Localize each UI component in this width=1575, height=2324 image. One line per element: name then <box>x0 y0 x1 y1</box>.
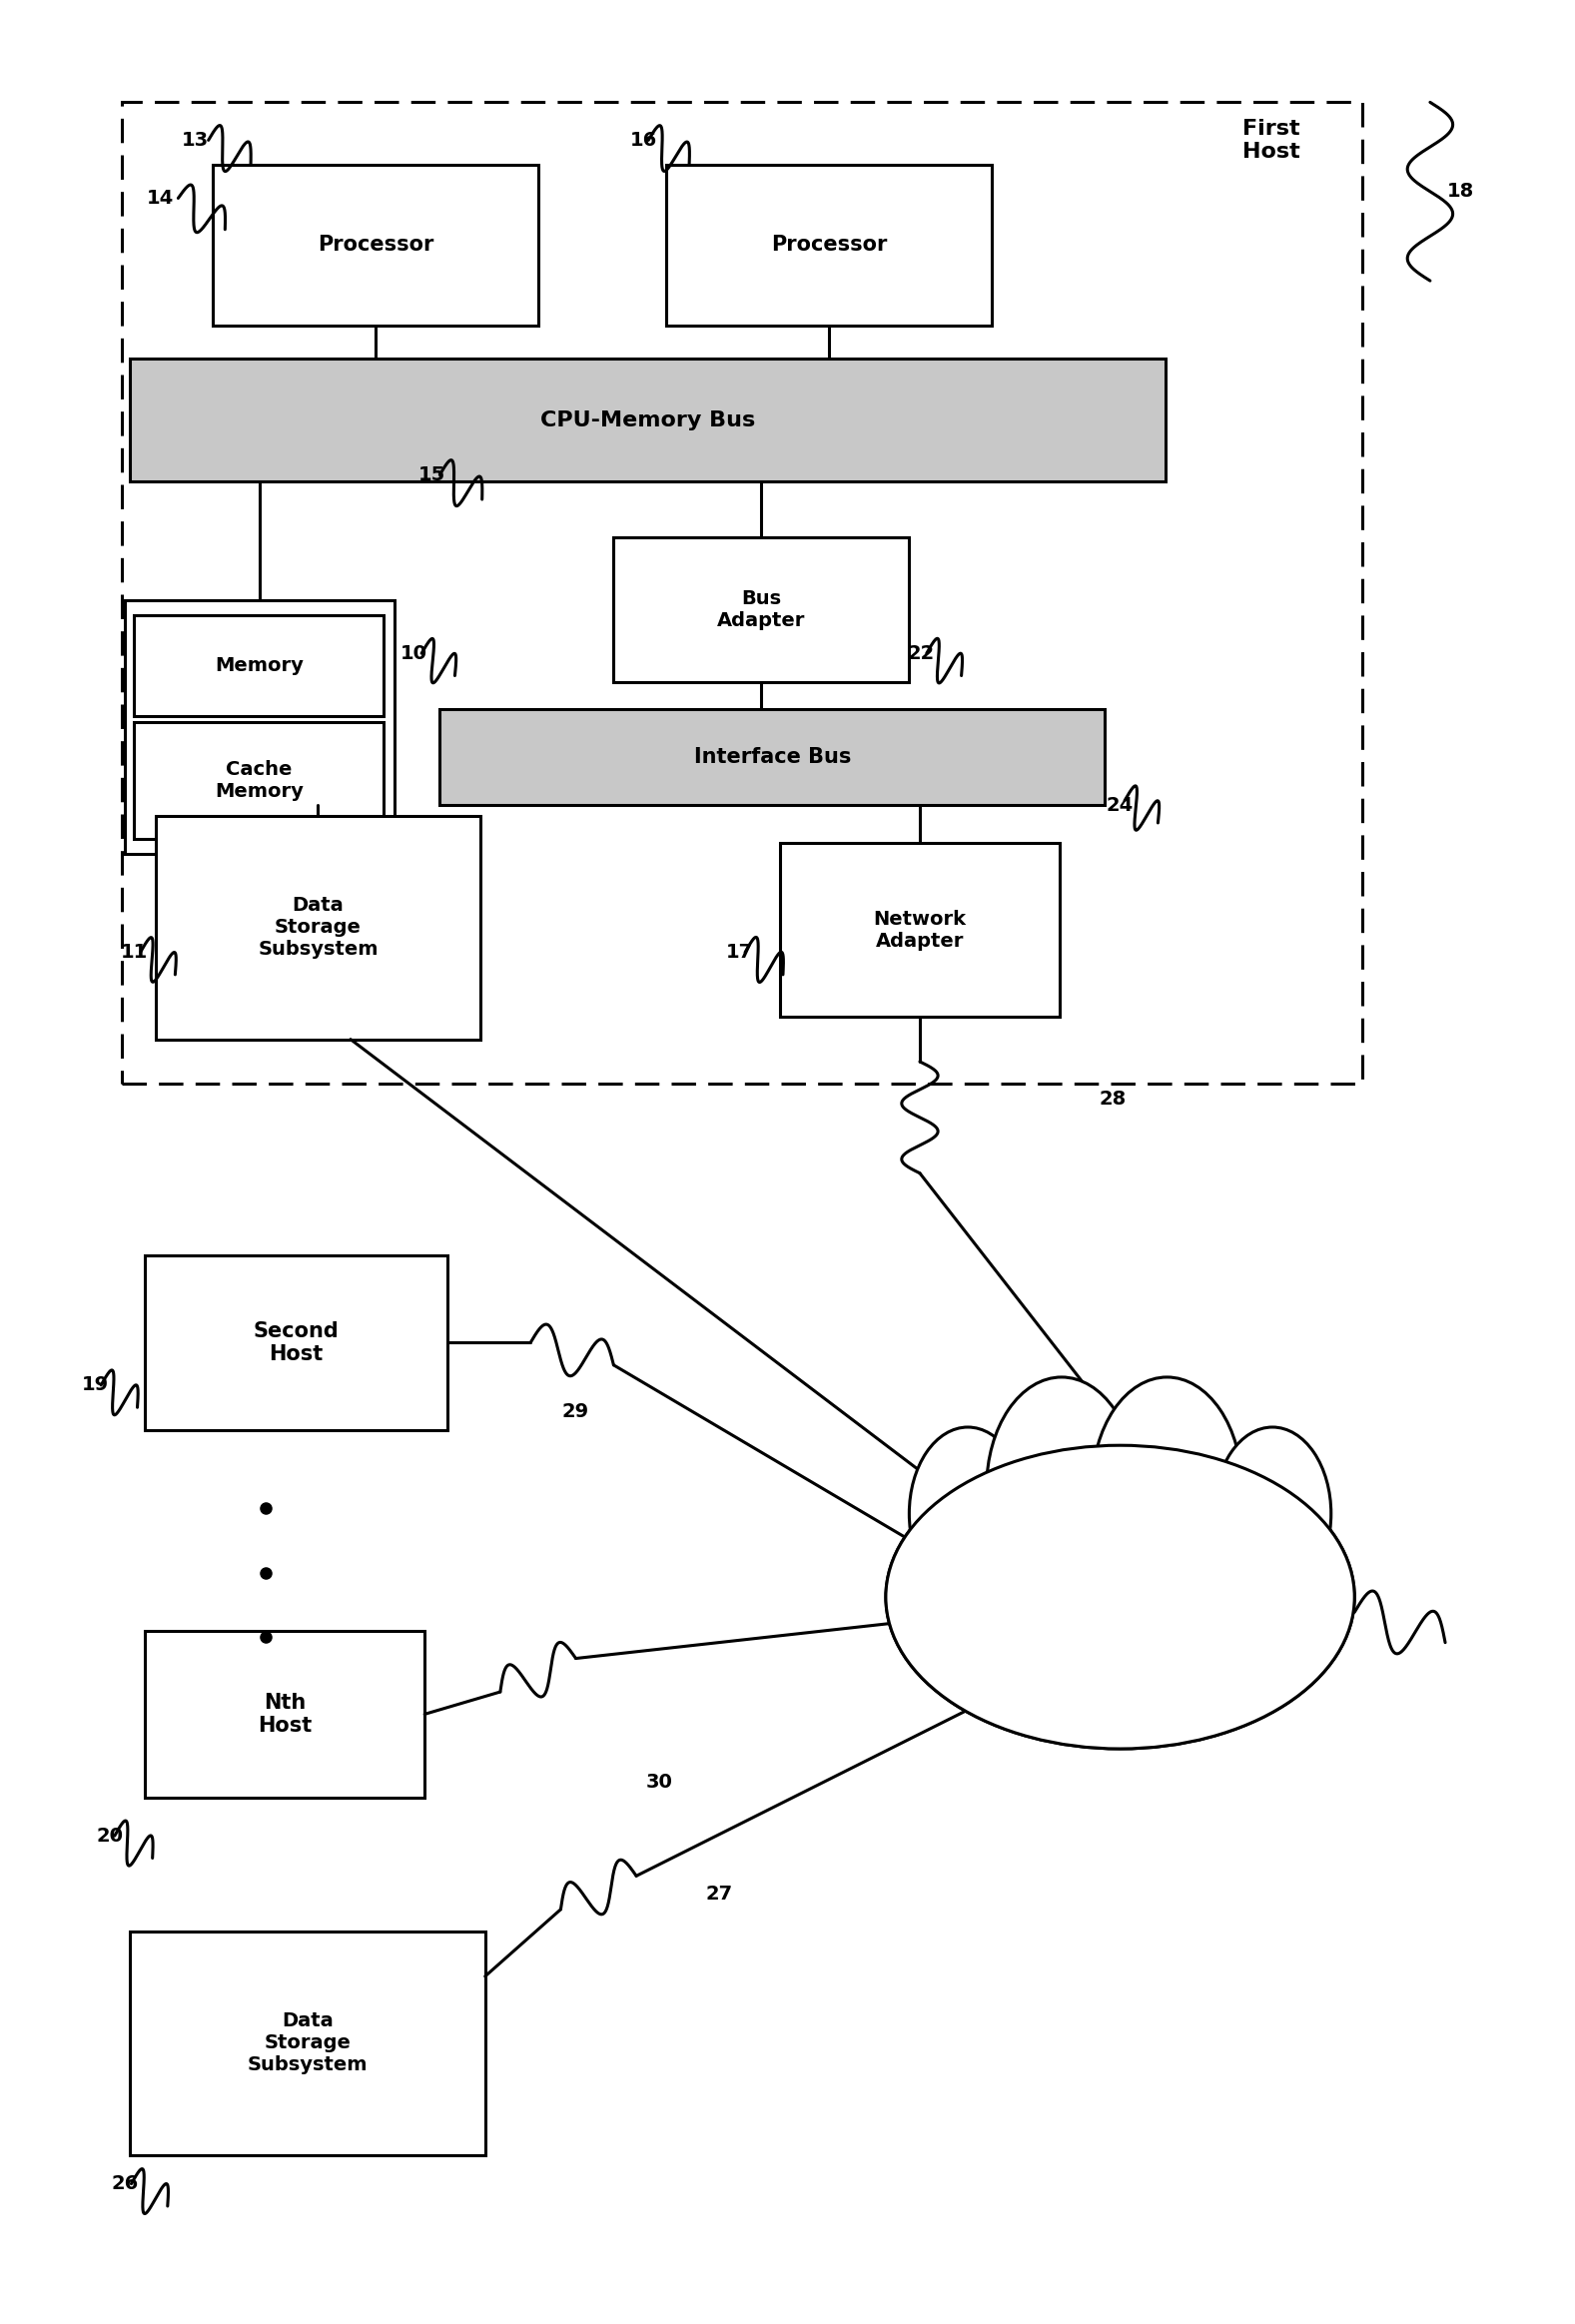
Text: 10: 10 <box>400 644 427 662</box>
FancyBboxPatch shape <box>145 1631 425 1799</box>
FancyBboxPatch shape <box>129 358 1166 481</box>
Text: Network
Adapter: Network Adapter <box>874 909 965 951</box>
Circle shape <box>909 1427 1027 1599</box>
Text: Interface Bus: Interface Bus <box>695 746 850 767</box>
Text: 26: 26 <box>112 2175 139 2194</box>
Text: Nth
Host: Nth Host <box>258 1692 312 1736</box>
FancyBboxPatch shape <box>134 616 384 716</box>
FancyBboxPatch shape <box>439 709 1106 804</box>
FancyBboxPatch shape <box>156 816 480 1039</box>
FancyBboxPatch shape <box>666 165 992 325</box>
Text: 27: 27 <box>706 1885 732 1903</box>
Text: 30: 30 <box>646 1773 673 1792</box>
Circle shape <box>1214 1427 1331 1599</box>
Circle shape <box>986 1378 1137 1599</box>
Text: 28: 28 <box>1099 1090 1126 1109</box>
Ellipse shape <box>885 1446 1354 1748</box>
Text: 18: 18 <box>1447 181 1474 200</box>
Text: Second
Host: Second Host <box>254 1320 339 1364</box>
Text: 20: 20 <box>96 1827 123 1845</box>
Text: Processor: Processor <box>318 235 433 256</box>
FancyBboxPatch shape <box>129 1931 485 2154</box>
Text: Cache
Memory: Cache Memory <box>214 760 304 802</box>
FancyBboxPatch shape <box>126 600 394 855</box>
Text: 15: 15 <box>419 465 446 483</box>
FancyBboxPatch shape <box>614 537 909 683</box>
Ellipse shape <box>885 1446 1354 1748</box>
Text: Data
Storage
Subsystem: Data Storage Subsystem <box>247 2013 367 2075</box>
Text: 16: 16 <box>630 130 657 149</box>
Text: 24: 24 <box>1107 795 1134 813</box>
Text: 22: 22 <box>907 644 934 662</box>
FancyBboxPatch shape <box>213 165 539 325</box>
Text: Data
Storage
Subsystem: Data Storage Subsystem <box>258 897 378 960</box>
Text: 14: 14 <box>146 188 173 207</box>
Text: 17: 17 <box>726 944 753 962</box>
Text: CPU-Memory Bus: CPU-Memory Bus <box>540 411 754 430</box>
Text: 11: 11 <box>121 944 148 962</box>
Text: 13: 13 <box>181 130 208 149</box>
FancyBboxPatch shape <box>145 1255 447 1429</box>
Text: 29: 29 <box>562 1401 589 1422</box>
Text: Memory: Memory <box>214 655 304 674</box>
Text: Bus
Adapter: Bus Adapter <box>717 590 805 630</box>
Text: Computer Network: Computer Network <box>1010 1587 1232 1606</box>
Circle shape <box>1091 1378 1243 1599</box>
FancyBboxPatch shape <box>134 723 384 839</box>
Text: First
Host: First Host <box>1243 119 1301 163</box>
Text: Processor: Processor <box>772 235 887 256</box>
FancyBboxPatch shape <box>780 844 1060 1018</box>
Text: 31: 31 <box>1205 1715 1232 1734</box>
Text: 19: 19 <box>82 1376 109 1394</box>
